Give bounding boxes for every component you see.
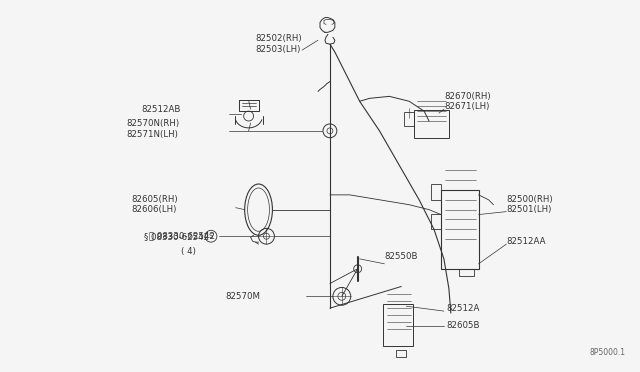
Text: 82512A: 82512A <box>446 304 479 312</box>
Text: Ⓢ 08330-62542: Ⓢ 08330-62542 <box>148 232 214 241</box>
Text: 82570N(RH)
82571N(LH): 82570N(RH) 82571N(LH) <box>127 119 180 138</box>
Text: 82512AA: 82512AA <box>506 237 546 246</box>
Text: § 08330-62542: § 08330-62542 <box>143 232 209 241</box>
Text: 82570M: 82570M <box>225 292 260 301</box>
Text: 82605(RH)
82606(LH): 82605(RH) 82606(LH) <box>132 195 179 214</box>
Text: 82500(RH)
82501(LH): 82500(RH) 82501(LH) <box>506 195 553 214</box>
Circle shape <box>354 265 362 273</box>
Text: 82502(RH)
82503(LH): 82502(RH) 82503(LH) <box>255 35 302 54</box>
Text: ( 4): ( 4) <box>181 247 196 256</box>
Circle shape <box>323 124 337 138</box>
Text: 82670(RH)
82671(LH): 82670(RH) 82671(LH) <box>444 92 490 111</box>
Text: 82605B: 82605B <box>446 321 479 330</box>
Text: S: S <box>209 233 213 239</box>
Text: 82512AB: 82512AB <box>141 105 181 114</box>
Text: 82550B: 82550B <box>385 253 418 262</box>
Text: 8P5000.1: 8P5000.1 <box>589 349 625 357</box>
